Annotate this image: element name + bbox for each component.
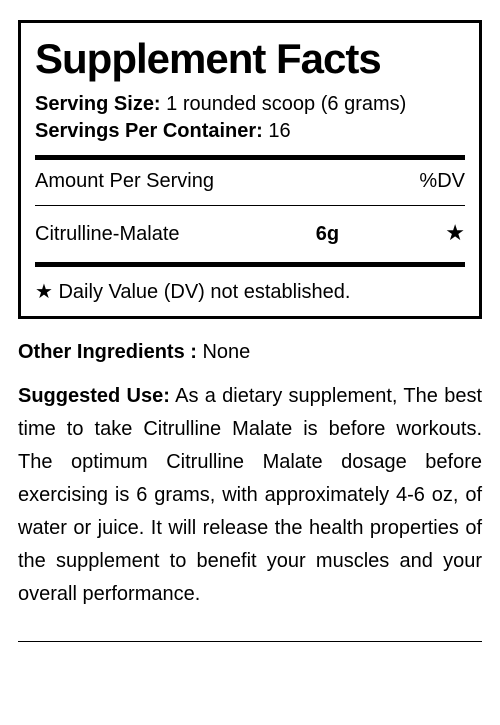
ingredient-dv: ★: [370, 220, 465, 246]
servings-per-value: 16: [263, 120, 291, 142]
divider: [35, 205, 465, 206]
serving-size-value: 1 rounded scoop (6 grams): [161, 93, 407, 115]
divider: [18, 641, 482, 642]
suggested-use-label: Suggested Use:: [18, 385, 170, 407]
divider: [35, 155, 465, 160]
ingredient-name: Citrulline-Malate: [35, 223, 284, 246]
other-ingredients: Other Ingredients : None: [18, 341, 482, 364]
ingredient-amount: 6g: [284, 223, 370, 246]
servings-per-label: Servings Per Container:: [35, 120, 263, 142]
other-ingredients-label: Other Ingredients :: [18, 341, 197, 363]
column-header-row: Amount Per Serving %DV: [35, 166, 465, 197]
header-amount: Amount Per Serving: [35, 170, 214, 193]
header-dv: %DV: [419, 170, 465, 193]
serving-size-line: Serving Size: 1 rounded scoop (6 grams): [35, 91, 465, 118]
suggested-use-text: As a dietary supplement, The best time t…: [18, 385, 482, 605]
divider: [35, 262, 465, 267]
panel-title: Supplement Facts: [35, 35, 465, 83]
dv-footnote: ★ Daily Value (DV) not established.: [35, 273, 465, 306]
other-ingredients-value: None: [197, 341, 250, 363]
ingredient-row: Citrulline-Malate 6g ★: [35, 214, 465, 252]
servings-per-line: Servings Per Container: 16: [35, 118, 465, 145]
supplement-facts-panel: Supplement Facts Serving Size: 1 rounded…: [18, 20, 482, 319]
serving-size-label: Serving Size:: [35, 93, 161, 115]
suggested-use: Suggested Use: As a dietary supplement, …: [18, 380, 482, 611]
